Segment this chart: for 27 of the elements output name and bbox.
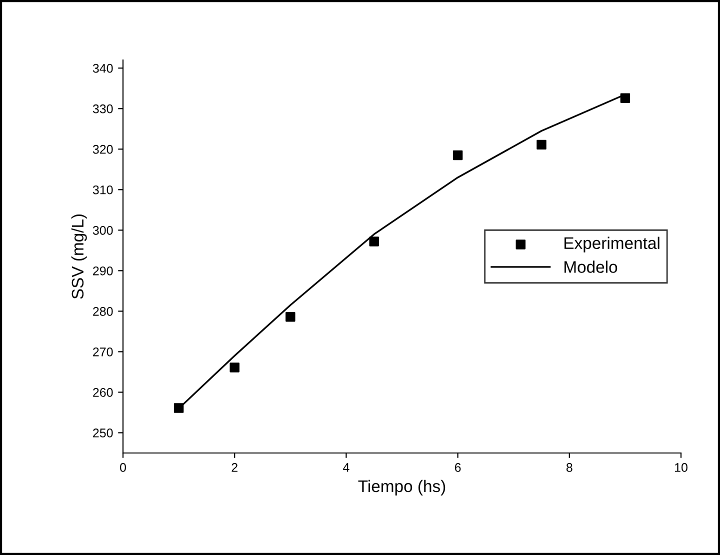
point	[174, 403, 184, 413]
x-tick-label: 0	[120, 463, 126, 472]
legend-label: Experimental	[564, 236, 660, 252]
point	[452, 150, 463, 160]
y-tick-label: 280	[93, 306, 113, 316]
y-tick-label: 310	[92, 185, 113, 194]
x-axis-title: Tiempo (hs)	[358, 480, 446, 496]
x-tick-label: 10	[675, 463, 688, 472]
point	[369, 236, 379, 246]
x-tick-label: 8	[566, 463, 572, 472]
legend-label: Modelo	[564, 260, 618, 273]
y-tick-label: 270	[93, 348, 113, 356]
y-tick-label: 300	[92, 226, 113, 235]
y-tick-label: 260	[93, 388, 113, 397]
x-tick-label: 6	[454, 463, 461, 472]
x-tick-label: 2	[232, 463, 238, 472]
y-tick-label: 330	[92, 104, 113, 114]
y-tick-label: 320	[92, 144, 113, 154]
point	[286, 312, 296, 322]
point	[620, 93, 630, 103]
point	[230, 362, 240, 372]
y-tick-label: 290	[93, 266, 113, 276]
x-tick-label: 4	[343, 463, 350, 472]
y-tick-label: 250	[93, 428, 113, 438]
point	[536, 140, 546, 150]
y-tick-label: 340	[92, 64, 113, 73]
y-axis-title: SSV (mg/L)	[71, 214, 87, 299]
